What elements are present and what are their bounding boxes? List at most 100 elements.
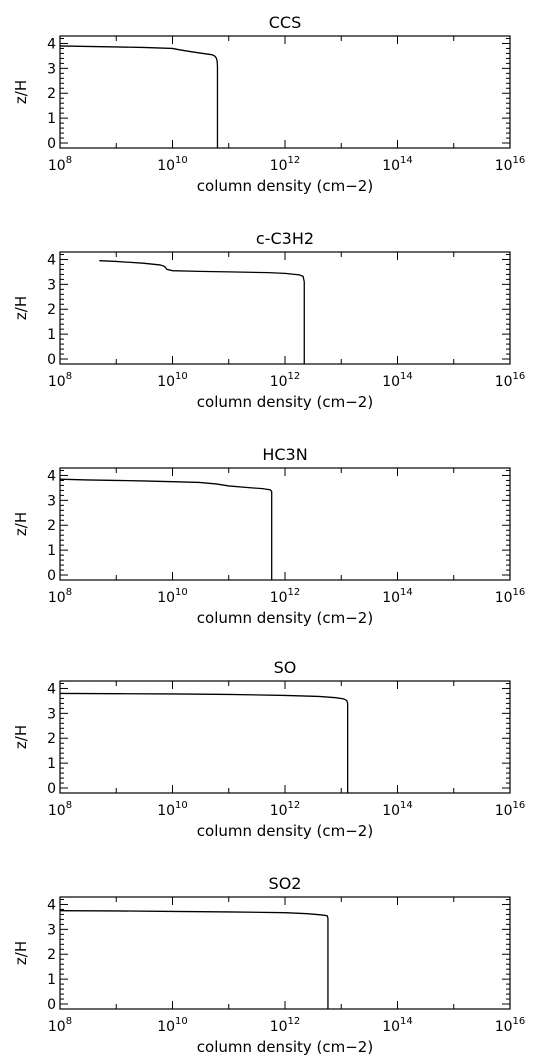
x-tick-exponent: 14 (400, 587, 413, 598)
x-tick-exponent: 12 (288, 800, 301, 811)
x-tick-exponent: 8 (66, 587, 72, 598)
x-tick-base: 10 (157, 158, 175, 174)
x-tick-base: 10 (270, 374, 288, 390)
x-tick-label: 108 (48, 155, 72, 174)
x-tick-base: 10 (382, 803, 400, 819)
x-axis-label: column density (cm−2) (197, 177, 373, 195)
x-tick-base: 10 (270, 158, 288, 174)
x-tick-base: 10 (157, 1019, 175, 1035)
x-tick-base: 10 (48, 803, 66, 819)
x-tick-base: 10 (382, 158, 400, 174)
y-tick-label: 4 (47, 36, 56, 52)
x-tick-label: 1010 (157, 371, 188, 390)
x-tick-label: 108 (48, 371, 72, 390)
x-tick-base: 10 (157, 803, 175, 819)
x-tick-exponent: 16 (513, 1016, 526, 1027)
y-tick-label: 2 (47, 86, 56, 102)
x-tick-base: 10 (270, 590, 288, 606)
x-tick-label: 1010 (157, 587, 188, 606)
y-tick-label: 4 (47, 468, 56, 484)
y-axis-label: z/H (12, 725, 30, 749)
y-tick-label: 3 (47, 922, 56, 938)
chart-title: HC3N (262, 445, 307, 464)
y-axis-label: z/H (12, 296, 30, 320)
x-tick-exponent: 10 (175, 1016, 188, 1027)
y-tick-label: 0 (47, 568, 56, 584)
series-line (59, 910, 329, 1009)
y-tick-label: 3 (47, 61, 56, 77)
x-tick-label: 1010 (157, 1016, 188, 1035)
x-tick-label: 1016 (495, 587, 526, 606)
x-tick-base: 10 (157, 590, 175, 606)
x-tick-label: 1016 (495, 371, 526, 390)
series-line (99, 260, 305, 364)
x-tick-base: 10 (495, 158, 513, 174)
x-tick-exponent: 14 (400, 1016, 413, 1027)
x-tick-exponent: 16 (513, 800, 526, 811)
x-tick-base: 10 (270, 1019, 288, 1035)
y-tick-label: 3 (47, 493, 56, 509)
x-tick-exponent: 14 (400, 800, 413, 811)
x-tick-exponent: 12 (288, 371, 301, 382)
x-tick-label: 1014 (382, 587, 413, 606)
y-axis-label: z/H (12, 941, 30, 965)
y-tick-label: 4 (47, 897, 56, 913)
x-tick-label: 1014 (382, 800, 413, 819)
x-tick-base: 10 (157, 374, 175, 390)
x-tick-exponent: 12 (288, 155, 301, 166)
series-line (59, 45, 219, 148)
x-tick-exponent: 10 (175, 800, 188, 811)
y-axis-label: z/H (12, 512, 30, 536)
x-tick-label: 1014 (382, 155, 413, 174)
y-tick-label: 2 (47, 302, 56, 318)
x-tick-exponent: 16 (513, 371, 526, 382)
y-tick-label: 3 (47, 706, 56, 722)
y-tick-label: 1 (47, 111, 56, 127)
x-tick-label: 1014 (382, 371, 413, 390)
plot-frame (59, 251, 511, 365)
x-tick-base: 10 (270, 803, 288, 819)
x-tick-base: 10 (48, 158, 66, 174)
x-tick-exponent: 8 (66, 155, 72, 166)
x-tick-base: 10 (382, 1019, 400, 1035)
y-tick-label: 0 (47, 352, 56, 368)
y-tick-label: 4 (47, 252, 56, 268)
x-tick-exponent: 16 (513, 587, 526, 598)
y-tick-label: 0 (47, 781, 56, 797)
y-tick-label: 3 (47, 277, 56, 293)
y-tick-label: 1 (47, 756, 56, 772)
x-axis-label: column density (cm−2) (197, 822, 373, 840)
plot-frame (59, 680, 511, 794)
x-tick-label: 108 (48, 587, 72, 606)
x-tick-base: 10 (495, 374, 513, 390)
x-tick-exponent: 12 (288, 1016, 301, 1027)
plot-frame (59, 35, 511, 149)
x-axis-label: column density (cm−2) (197, 393, 373, 411)
y-axis-label: z/H (12, 80, 30, 104)
x-tick-label: 1012 (270, 587, 301, 606)
x-tick-label: 108 (48, 800, 72, 819)
series-line (59, 478, 273, 580)
y-tick-label: 2 (47, 518, 56, 534)
x-tick-exponent: 10 (175, 155, 188, 166)
chart-title: CCS (269, 13, 302, 32)
x-tick-label: 1016 (495, 1016, 526, 1035)
x-tick-label: 1012 (270, 155, 301, 174)
y-tick-label: 0 (47, 997, 56, 1013)
x-tick-exponent: 14 (400, 155, 413, 166)
x-tick-exponent: 10 (175, 371, 188, 382)
x-tick-label: 1012 (270, 800, 301, 819)
x-tick-base: 10 (48, 374, 66, 390)
series-line (59, 692, 349, 793)
y-tick-label: 2 (47, 731, 56, 747)
x-tick-exponent: 8 (66, 371, 72, 382)
y-tick-label: 1 (47, 972, 56, 988)
plot-frame (59, 896, 511, 1010)
x-tick-label: 1016 (495, 155, 526, 174)
x-tick-label: 108 (48, 1016, 72, 1035)
chart-title: c-C3H2 (256, 229, 314, 248)
x-axis-label: column density (cm−2) (197, 1038, 373, 1056)
